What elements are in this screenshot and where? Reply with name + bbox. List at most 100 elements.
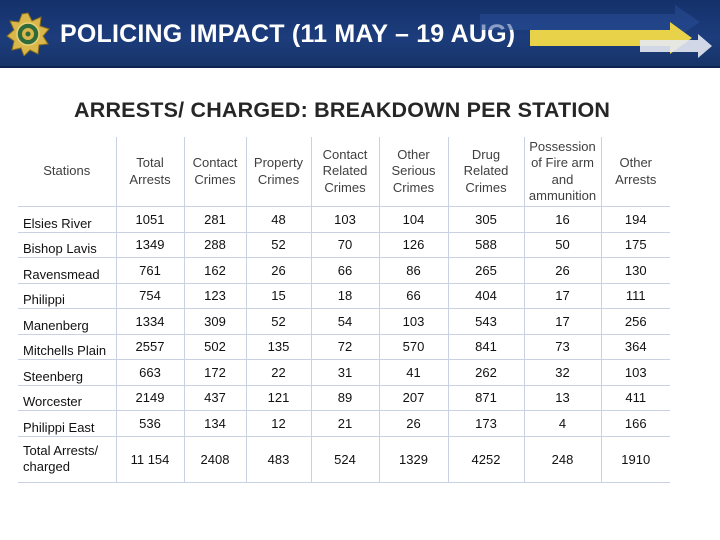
value-cell: 1349 [116,232,185,258]
value-cell: 588 [448,232,525,258]
column-header: Drug Related Crimes [448,137,525,207]
table-row: Philippi East 536 134 12 21 26 173 4 166 [18,410,670,437]
value-cell: 26 [379,410,449,437]
value-cell: 103 [379,308,449,335]
banner-divider [0,66,720,68]
value-cell: 135 [246,334,312,360]
value-cell: 126 [379,232,449,258]
section-heading: ARRESTS/ CHARGED: BREAKDOWN PER STATION [74,98,611,122]
column-header: Contact Related Crimes [311,137,380,207]
value-cell: 265 [448,257,525,284]
value-cell: 162 [184,257,247,284]
table-header-row: Stations Total Arrests Contact Crimes Prope… [18,137,670,207]
value-cell: 66 [379,283,449,309]
total-label-cell: Total Arrests/ charged [18,436,117,483]
value-cell: 54 [311,308,380,335]
value-cell: 86 [379,257,449,284]
value-cell: 570 [379,334,449,360]
arrests-table: Stations Total Arrests Contact Crimes Prope… [18,137,670,483]
value-cell: 66 [311,257,380,284]
value-cell: 17 [524,283,602,309]
arrests-table-container: Stations Total Arrests Contact Crimes Prope… [18,137,670,483]
value-cell: 404 [448,283,525,309]
station-name-cell: Manenberg [18,308,117,335]
value-cell: 871 [448,385,525,411]
value-cell: 841 [448,334,525,360]
value-cell: 111 [601,283,670,309]
total-value-cell: 524 [311,436,380,483]
table-body: Elsies River 1051 281 48 103 104 305 16 194 Bisho… [18,206,670,483]
value-cell: 73 [524,334,602,360]
value-cell: 364 [601,334,670,360]
value-cell: 12 [246,410,312,437]
value-cell: 502 [184,334,247,360]
value-cell: 262 [448,359,525,386]
station-name-cell: Worcester [18,385,117,411]
value-cell: 134 [184,410,247,437]
value-cell: 172 [184,359,247,386]
value-cell: 173 [448,410,525,437]
value-cell: 48 [246,206,312,233]
value-cell: 21 [311,410,380,437]
total-row: Total Arrests/ charged 11 154 2408 483 524 13… [18,436,670,483]
table-row: Elsies River 1051 281 48 103 104 305 16 194 [18,206,670,233]
total-value-cell: 248 [524,436,602,483]
value-cell: 761 [116,257,185,284]
value-cell: 70 [311,232,380,258]
column-header: Total Arrests [116,137,185,207]
station-name-cell: Mitchells Plain [18,334,117,360]
value-cell: 52 [246,232,312,258]
value-cell: 166 [601,410,670,437]
column-header: Other Serious Crimes [379,137,449,207]
table-row: Manenberg 1334 309 52 54 103 543 17 256 [18,308,670,335]
value-cell: 175 [601,232,670,258]
value-cell: 207 [379,385,449,411]
value-cell: 2557 [116,334,185,360]
value-cell: 22 [246,359,312,386]
value-cell: 1334 [116,308,185,335]
table-row: Bishop Lavis 1349 288 52 70 126 588 50 175 [18,232,670,258]
value-cell: 26 [246,257,312,284]
station-name-cell: Steenberg [18,359,117,386]
station-name-cell: Philippi East [18,410,117,437]
value-cell: 32 [524,359,602,386]
value-cell: 663 [116,359,185,386]
value-cell: 411 [601,385,670,411]
value-cell: 256 [601,308,670,335]
value-cell: 194 [601,206,670,233]
value-cell: 89 [311,385,380,411]
value-cell: 121 [246,385,312,411]
station-name-cell: Ravensmead [18,257,117,284]
title-banner: POLICING IMPACT (11 MAY – 19 AUG) [0,0,720,68]
column-header: Other Arrests [601,137,670,207]
value-cell: 2149 [116,385,185,411]
value-cell: 16 [524,206,602,233]
value-cell: 281 [184,206,247,233]
police-badge-icon [6,12,50,56]
table-row: Ravensmead 761 162 26 66 86 265 26 130 [18,257,670,284]
station-name-cell: Elsies River [18,206,117,233]
column-header: Contact Crimes [184,137,247,207]
total-value-cell: 2408 [184,436,247,483]
total-value-cell: 11 154 [116,436,185,483]
value-cell: 52 [246,308,312,335]
value-cell: 4 [524,410,602,437]
value-cell: 123 [184,283,247,309]
total-value-cell: 4252 [448,436,525,483]
value-cell: 754 [116,283,185,309]
value-cell: 104 [379,206,449,233]
value-cell: 103 [311,206,380,233]
station-name-cell: Bishop Lavis [18,232,117,258]
value-cell: 305 [448,206,525,233]
value-cell: 13 [524,385,602,411]
total-value-cell: 483 [246,436,312,483]
value-cell: 288 [184,232,247,258]
column-header-stations: Stations [18,137,117,207]
table-row: Philippi 754 123 15 18 66 404 17 111 [18,283,670,309]
total-value-cell: 1329 [379,436,449,483]
value-cell: 50 [524,232,602,258]
page-title: POLICING IMPACT (11 MAY – 19 AUG) [60,20,516,48]
value-cell: 72 [311,334,380,360]
total-value-cell: 1910 [601,436,670,483]
value-cell: 437 [184,385,247,411]
